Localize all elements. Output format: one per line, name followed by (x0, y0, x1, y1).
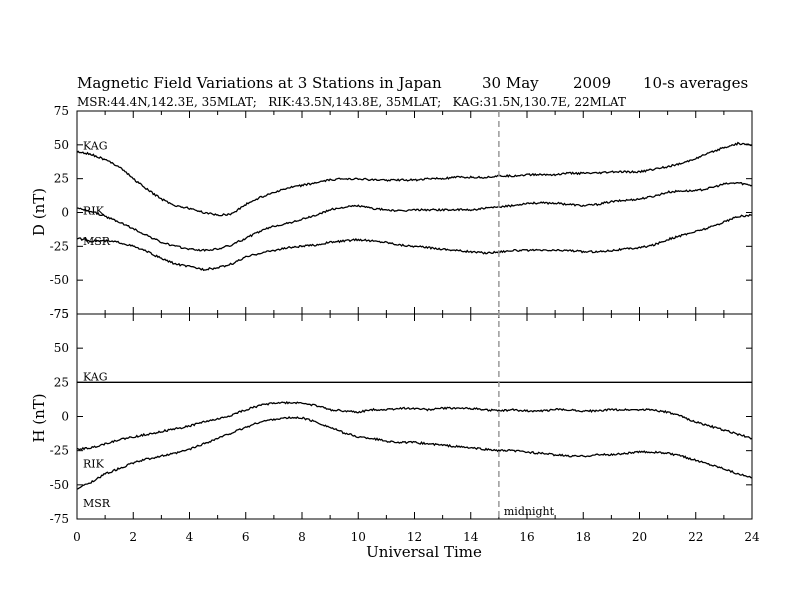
d-series-rik-label: RIK (83, 204, 105, 217)
x-tick-label: 22 (688, 530, 703, 544)
h-y-tick-label: -25 (50, 444, 69, 458)
h-series-msr-label: MSR (83, 497, 111, 510)
h-series-rik-label: RIK (83, 457, 105, 470)
h-y-tick-label: 0 (61, 410, 69, 424)
d-series-group: KAG RIK MSR (76, 140, 753, 272)
d-y-tick-label: 0 (61, 206, 69, 220)
x-tick-label: 12 (407, 530, 422, 544)
h-y-tick-label: 25 (54, 375, 69, 389)
d-y-tick-label: -75 (50, 307, 69, 321)
d-x-ticks (76, 111, 753, 314)
x-tick-label: 20 (632, 530, 647, 544)
d-y-ticks: 75 50 25 0 -25 -50 -75 (50, 104, 752, 321)
h-series-kag-label: KAG (83, 370, 108, 383)
d-y-tick-label: 25 (54, 172, 69, 186)
x-tick-label: 18 (576, 530, 591, 544)
x-axis-label: Universal Time (366, 543, 482, 561)
x-tick-labels: 0 2 4 6 8 10 12 14 16 18 20 22 24 (73, 530, 760, 544)
chart-date-day: 30 May (482, 74, 539, 92)
d-series-msr-line (76, 213, 753, 272)
x-tick-label: 2 (129, 530, 137, 544)
x-tick-label: 6 (242, 530, 250, 544)
h-panel: 75 50 25 0 -25 -50 -75 KAG RIK MSR H (nT) (30, 307, 753, 526)
d-series-kag-label: KAG (83, 140, 108, 153)
midnight-annotation: midnight (504, 505, 555, 518)
h-panel-frame (76, 313, 753, 520)
chart-title: Magnetic Field Variations at 3 Stations … (77, 74, 442, 92)
h-x-ticks (76, 314, 753, 519)
d-y-tick-label: -25 (50, 239, 69, 253)
chart-averaging: 10-s averages (643, 74, 748, 92)
x-tick-label: 10 (351, 530, 366, 544)
d-y-tick-label: 75 (54, 104, 69, 118)
d-panel: 75 50 25 0 -25 -50 -75 KAG RIK MSR D (nT) (30, 104, 753, 321)
x-tick-label: 4 (186, 530, 194, 544)
h-y-tick-label: -50 (50, 478, 69, 492)
h-series-group: KAG RIK MSR (76, 370, 753, 510)
h-y-tick-label: 50 (54, 341, 69, 355)
x-tick-label: 0 (73, 530, 81, 544)
h-series-msr-line (76, 416, 753, 490)
h-series-rik-line (76, 400, 753, 451)
d-y-tick-label: 50 (54, 138, 69, 152)
chart-date-year: 2009 (573, 74, 611, 92)
d-series-rik-line (76, 182, 753, 252)
d-series-msr-label: MSR (83, 235, 111, 248)
d-y-tick-label: -50 (50, 273, 69, 287)
d-panel-frame (76, 110, 753, 315)
h-y-tick-label: -75 (50, 512, 69, 526)
x-tick-label: 14 (463, 530, 479, 544)
x-tick-label: 16 (519, 530, 534, 544)
d-series-kag-line (76, 141, 753, 217)
h-y-tick-label: 75 (54, 307, 69, 321)
chart-subtitle: MSR:44.4N,142.3E, 35MLAT; RIK:43.5N,143.… (77, 95, 626, 109)
h-y-ticks: 75 50 25 0 -25 -50 -75 (50, 307, 752, 526)
d-y-axis-label: D (nT) (30, 188, 48, 236)
h-y-axis-label: H (nT) (30, 393, 48, 442)
x-tick-label: 24 (744, 530, 760, 544)
x-tick-label: 8 (298, 530, 306, 544)
